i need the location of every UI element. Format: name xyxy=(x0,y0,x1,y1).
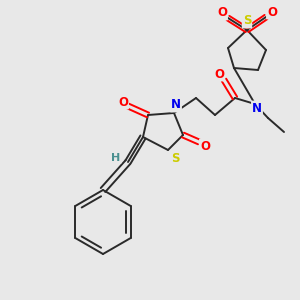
Text: O: O xyxy=(118,95,128,109)
Text: O: O xyxy=(267,5,277,19)
Text: N: N xyxy=(252,101,262,115)
Text: O: O xyxy=(200,140,210,152)
Text: S: S xyxy=(243,14,251,28)
Text: N: N xyxy=(171,98,181,112)
Text: H: H xyxy=(111,153,121,163)
Text: S: S xyxy=(171,152,179,164)
Text: O: O xyxy=(217,7,227,20)
Text: O: O xyxy=(214,68,224,80)
